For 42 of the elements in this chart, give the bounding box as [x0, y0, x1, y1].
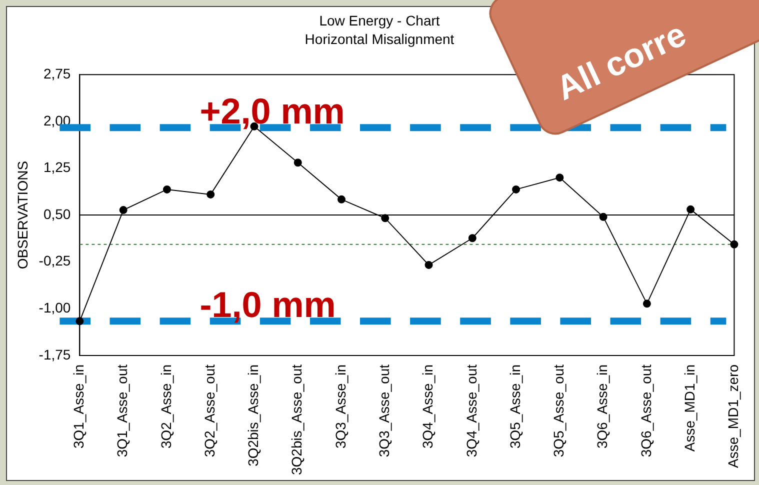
point: [512, 185, 520, 194]
ref-line-label: -1,0 mm: [200, 284, 336, 326]
point: [381, 214, 390, 222]
x-tick-label: 3Q3_Asse_in: [332, 364, 348, 449]
point: [468, 234, 476, 242]
point: [162, 185, 171, 194]
x-tick-label: 3Q2bis_Asse_out: [288, 364, 305, 476]
x-tick-label: 3Q6_Asse_in: [594, 364, 610, 449]
point: [119, 206, 128, 214]
y-tick-label: 1,25: [43, 159, 71, 176]
chart-title: Low Energy - Chart: [319, 12, 440, 28]
x-tick-label: 3Q4_Asse_out: [463, 364, 480, 458]
point: [76, 317, 84, 326]
x-tick-label: 3Q1_Asse_in: [70, 364, 87, 449]
point: [642, 300, 651, 308]
point: [206, 190, 215, 198]
chart-subtitle: Horizontal Misalignment: [304, 31, 454, 48]
point: [338, 195, 346, 204]
y-tick-label: -1,75: [38, 346, 71, 362]
point: [424, 260, 433, 269]
x-tick-label: Asse_MD1_zero: [725, 364, 742, 468]
x-tick-label: 3Q2bis_Asse_in: [245, 364, 262, 466]
ref-line-label: +2,0 mm: [200, 90, 345, 132]
x-tick-label: Asse_MD1_in: [681, 364, 698, 452]
point: [730, 240, 738, 248]
x-tick-label: 3Q2_Asse_in: [158, 364, 174, 449]
point: [556, 174, 564, 182]
x-tick-label: 3Q4_Asse_in: [420, 364, 436, 449]
x-tick-label: 3Q1_Asse_out: [114, 364, 130, 458]
point: [599, 212, 608, 221]
y-tick-label: 0,50: [43, 206, 71, 222]
x-tick-label: 3Q3_Asse_out: [376, 364, 392, 458]
point: [294, 158, 302, 167]
point: [686, 205, 695, 214]
y-axis-title: OBSERVATIONS: [14, 160, 30, 270]
y-tick-label: 2,75: [43, 65, 71, 82]
x-tick-label: 3Q5_Asse_in: [506, 364, 523, 449]
x-tick-label: 3Q5_Asse_out: [550, 364, 567, 458]
y-tick-label: -0,25: [38, 252, 71, 269]
y-tick-label: -1,00: [38, 300, 71, 316]
x-tick-label: 3Q2_Asse_out: [201, 364, 218, 458]
x-tick-label: 3Q6_Asse_out: [638, 364, 654, 458]
